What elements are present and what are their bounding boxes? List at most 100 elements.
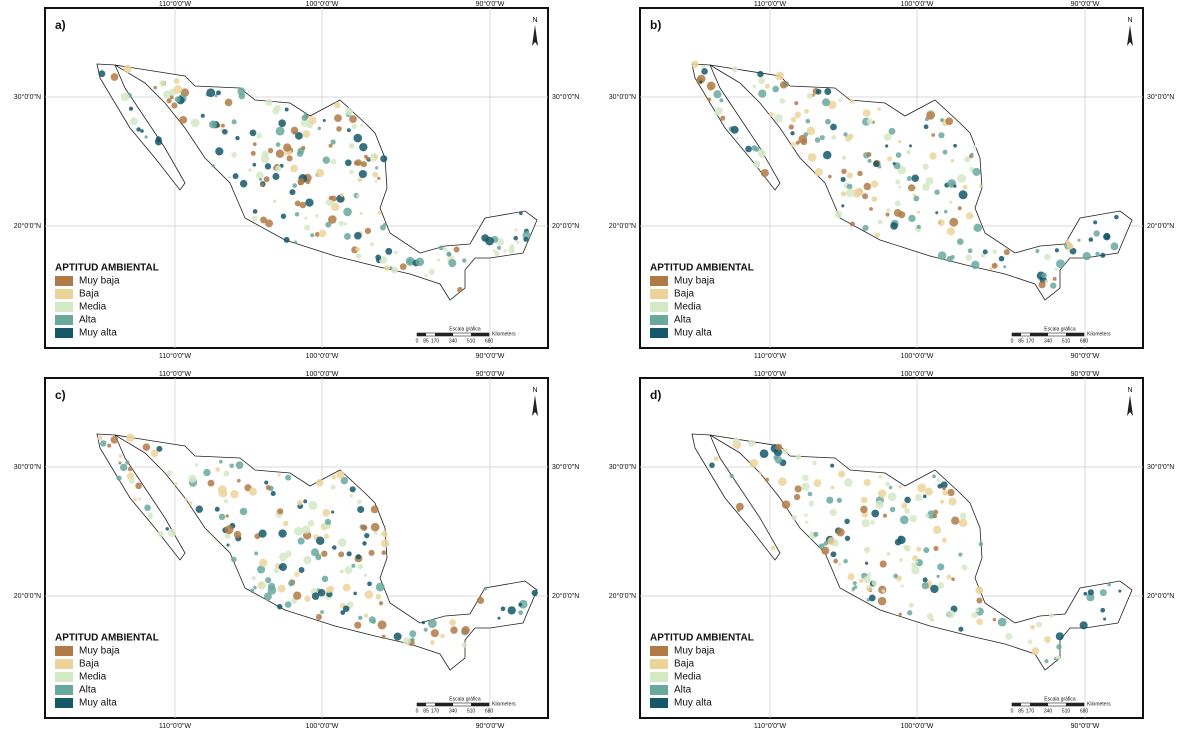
suitability-patch: [251, 575, 256, 581]
suitability-patch: [173, 77, 180, 85]
suitability-patch: [1005, 633, 1013, 640]
legend-swatch: [55, 289, 73, 299]
suitability-patch: [354, 231, 362, 240]
suitability-patch: [270, 491, 276, 497]
suitability-patch: [119, 463, 128, 472]
suitability-patch: [330, 158, 337, 165]
legend-label: Media: [674, 672, 702, 683]
suitability-patch: [351, 563, 356, 568]
suitability-patch: [363, 613, 368, 618]
suitability-patch: [773, 455, 778, 460]
suitability-patch: [932, 474, 936, 479]
suitability-patch: [922, 183, 930, 191]
suitability-patch: [497, 616, 501, 620]
suitability-patch: [320, 610, 324, 614]
suitability-patch: [116, 475, 122, 481]
suitability-patch: [188, 501, 193, 505]
suitability-patch: [973, 223, 982, 233]
suitability-patch: [923, 547, 930, 554]
north-arrow: [1127, 395, 1133, 416]
suitability-patch: [940, 499, 945, 504]
suitability-patch: [227, 175, 231, 179]
suitability-patch: [922, 163, 929, 170]
suitability-patch: [989, 266, 993, 271]
suitability-patch: [941, 537, 947, 543]
suitability-patch: [862, 224, 869, 232]
suitability-patch: [937, 563, 945, 571]
suitability-patch: [946, 574, 952, 580]
suitability-patch: [849, 221, 855, 227]
suitability-patch: [1044, 253, 1051, 261]
suitability-patch: [356, 499, 362, 505]
suitability-patch: [374, 179, 378, 183]
suitability-patch: [159, 80, 166, 87]
suitability-patch: [336, 126, 342, 132]
suitability-patch: [788, 124, 794, 130]
suitability-patch: [257, 565, 266, 574]
suitability-patch: [813, 531, 819, 537]
legend-title: APTITUD AMBIENTAL: [55, 633, 159, 644]
suitability-patch: [870, 520, 875, 525]
suitability-patch: [248, 168, 252, 172]
suitability-patch: [814, 168, 823, 177]
suitability-patch: [898, 612, 902, 616]
suitability-patch: [770, 545, 776, 551]
legend-swatch: [650, 315, 668, 325]
suitability-patch: [308, 116, 317, 125]
suitability-patch: [901, 502, 908, 509]
suitability-patch: [377, 176, 381, 180]
suitability-patch: [223, 470, 230, 477]
suitability-patch: [518, 602, 523, 607]
suitability-patch: [882, 513, 888, 518]
suitability-patch: [837, 562, 842, 567]
suitability-patch: [893, 208, 902, 217]
suitability-patch: [898, 484, 903, 489]
suitability-patch: [375, 582, 385, 592]
suitability-patch: [231, 152, 237, 158]
suitability-patch: [144, 504, 151, 512]
suitability-patch: [325, 198, 334, 207]
suitability-patch: [893, 573, 899, 579]
landmass: [114, 64, 538, 301]
legend-label: Muy baja: [674, 276, 715, 287]
suitability-patch: [277, 584, 286, 593]
suitability-patch: [863, 478, 871, 487]
suitability-patch: [887, 156, 893, 162]
suitability-patch: [362, 541, 367, 546]
suitability-patch: [179, 116, 188, 124]
suitability-patch: [370, 505, 379, 514]
suitability-patch: [207, 479, 215, 487]
suitability-patch: [976, 618, 983, 626]
scale-bar: [435, 703, 453, 706]
suitability-patch: [953, 143, 957, 148]
suitability-patch: [377, 620, 387, 630]
suitability-patch: [324, 518, 332, 525]
suitability-patch: [342, 583, 351, 592]
suitability-patch: [904, 508, 910, 514]
suitability-patch: [267, 147, 274, 154]
suitability-patch: [272, 199, 277, 204]
longitude-label: 110°0'0"W: [754, 722, 787, 730]
suitability-patch: [794, 485, 802, 493]
suitability-patch: [841, 155, 847, 161]
suitability-patch: [513, 235, 518, 241]
suitability-patch: [443, 247, 448, 252]
suitability-patch: [375, 593, 382, 600]
suitability-patch: [142, 443, 151, 451]
suitability-patch: [531, 589, 538, 597]
suitability-patch: [325, 586, 332, 593]
suitability-patch: [156, 445, 163, 452]
longitude-label: 110°0'0"W: [754, 370, 787, 378]
suitability-patch: [904, 545, 911, 552]
scale-tick: 340: [1044, 708, 1053, 714]
suitability-patch: [866, 585, 873, 592]
suitability-patch: [150, 449, 159, 458]
suitability-patch: [297, 537, 305, 545]
scale-tick: 0: [416, 338, 419, 344]
longitude-label: 100°0'0"W: [306, 0, 339, 8]
suitability-patch: [962, 184, 968, 190]
panel-label: b): [650, 18, 661, 32]
suitability-patch: [965, 254, 973, 261]
suitability-patch: [349, 115, 357, 123]
suitability-patch: [1053, 657, 1057, 661]
